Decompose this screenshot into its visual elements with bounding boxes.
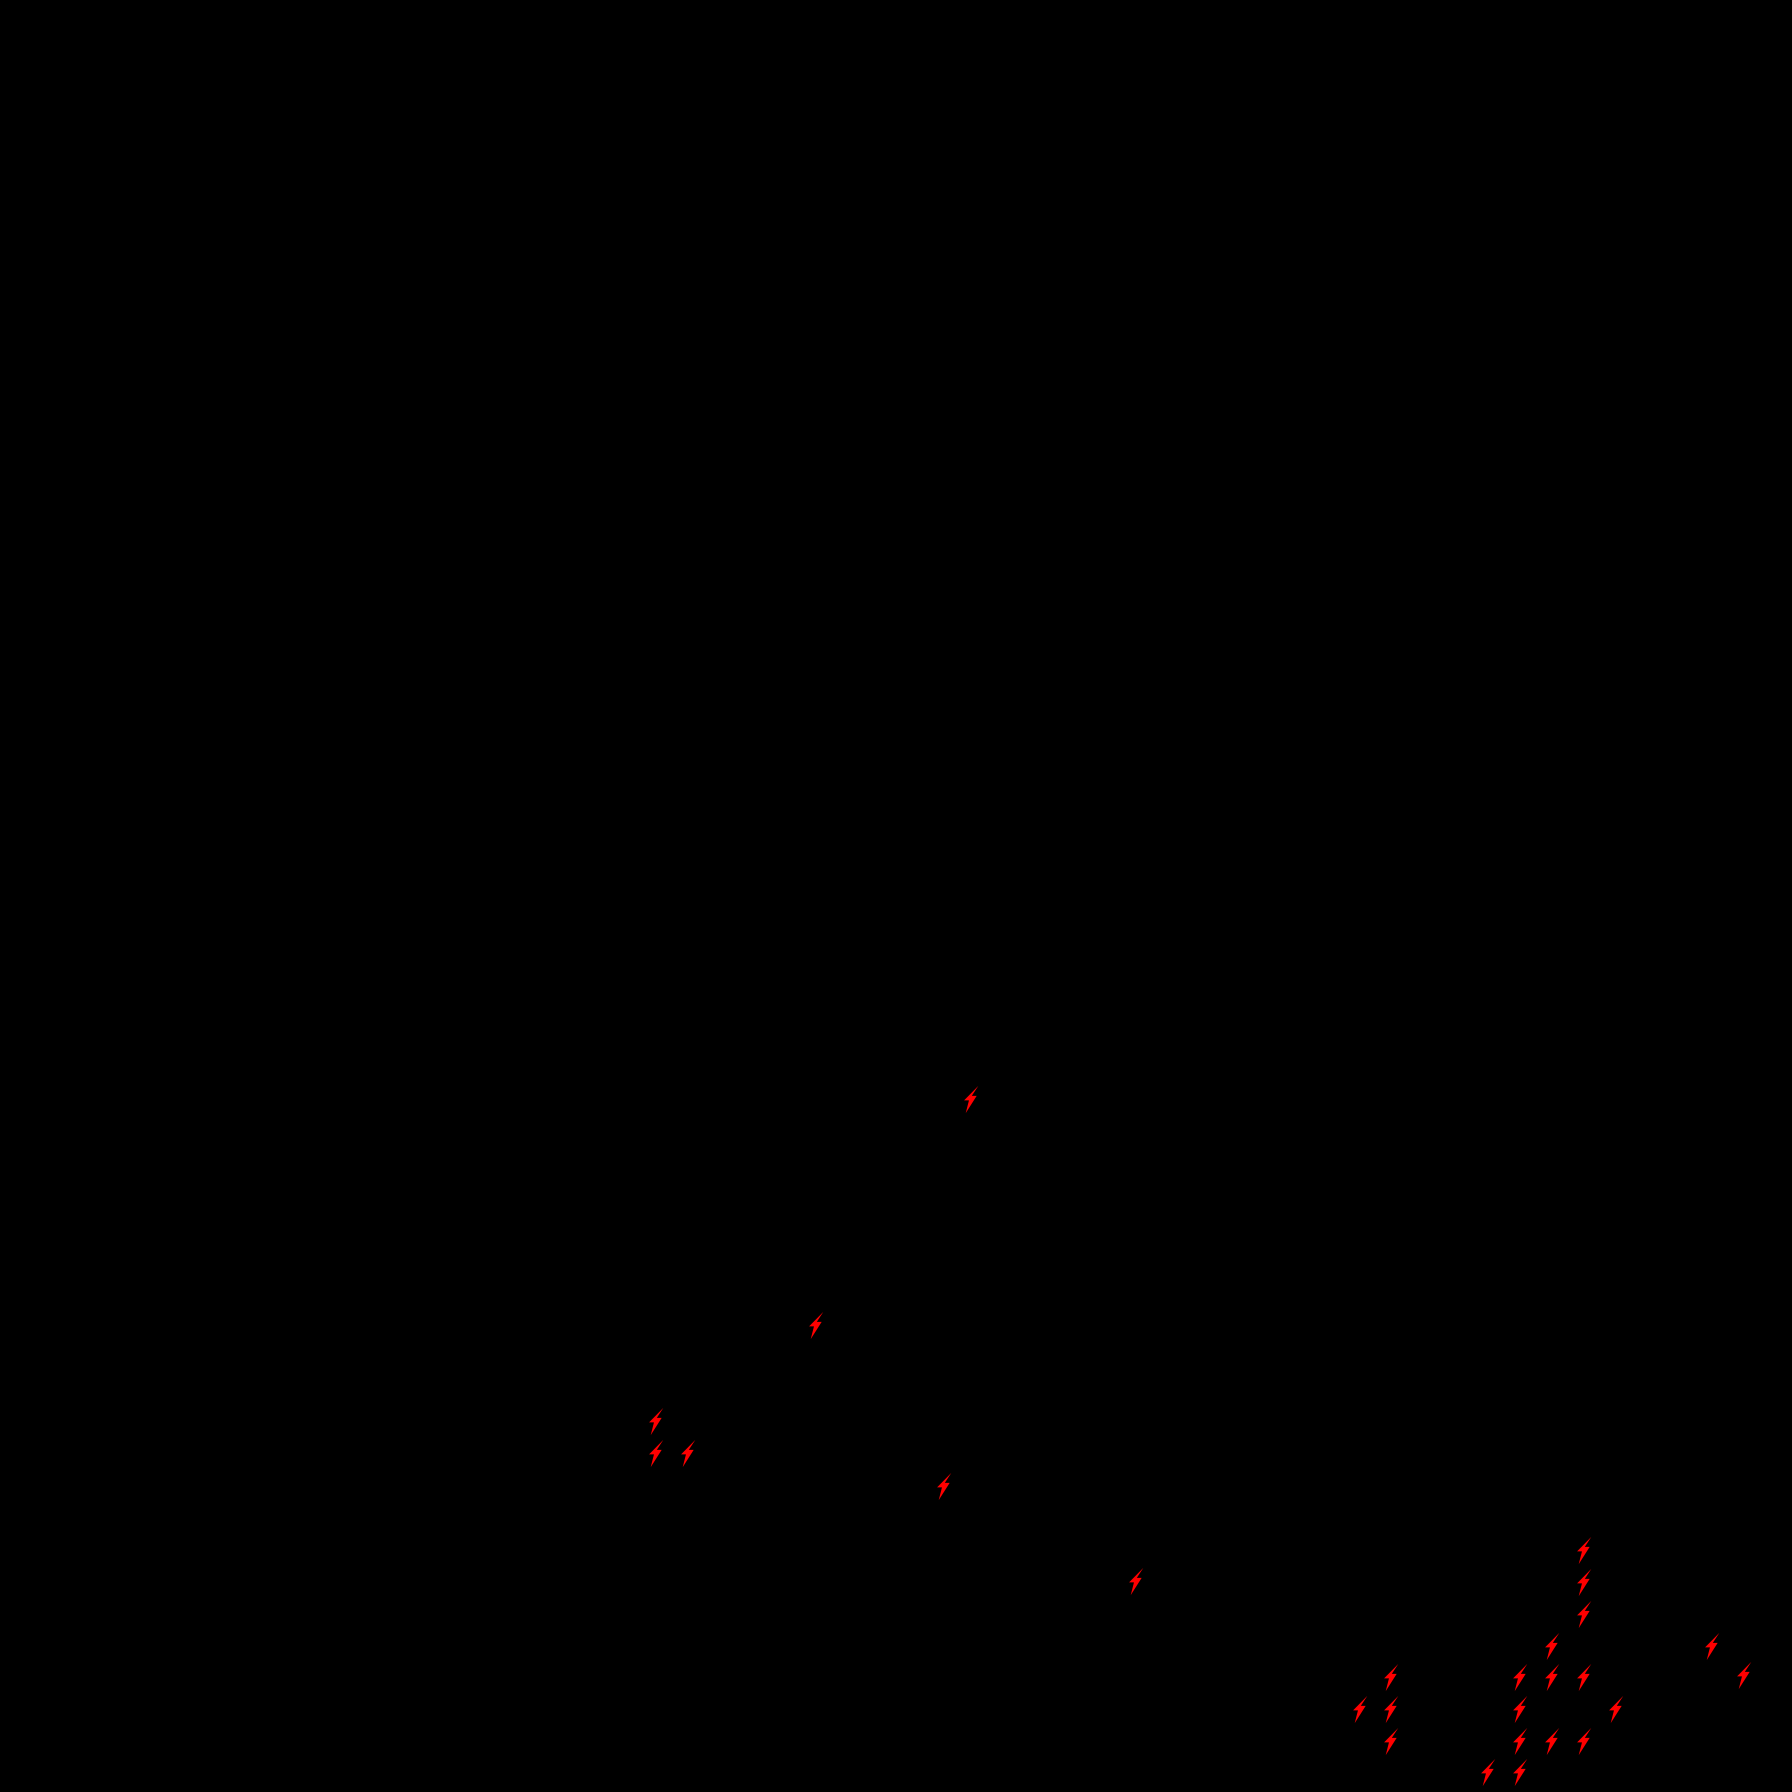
lightning-bolt-icon[interactable] bbox=[1347, 1695, 1373, 1724]
lightning-bolt-icon[interactable] bbox=[803, 1311, 829, 1340]
lightning-bolt-icon[interactable] bbox=[931, 1472, 957, 1501]
lightning-bolt-icon[interactable] bbox=[1507, 1727, 1533, 1756]
lightning-bolt-icon[interactable] bbox=[1571, 1600, 1597, 1629]
lightning-bolt-icon[interactable] bbox=[1571, 1568, 1597, 1597]
lightning-bolt-icon[interactable] bbox=[1731, 1661, 1757, 1690]
lightning-bolt-icon[interactable] bbox=[1699, 1632, 1725, 1661]
lightning-bolt-icon[interactable] bbox=[1571, 1536, 1597, 1565]
lightning-bolt-icon[interactable] bbox=[1539, 1663, 1565, 1692]
lightning-bolt-icon[interactable] bbox=[675, 1439, 701, 1468]
lightning-bolt-icon[interactable] bbox=[1507, 1758, 1533, 1787]
lightning-bolt-icon[interactable] bbox=[1603, 1695, 1629, 1724]
lightning-bolt-icon[interactable] bbox=[643, 1439, 669, 1468]
lightning-bolt-icon[interactable] bbox=[1123, 1567, 1149, 1596]
lightning-bolt-icon[interactable] bbox=[1539, 1727, 1565, 1756]
lightning-bolt-icon[interactable] bbox=[1378, 1727, 1404, 1756]
lightning-bolt-icon[interactable] bbox=[1571, 1727, 1597, 1756]
lightning-bolt-icon[interactable] bbox=[1378, 1663, 1404, 1692]
lightning-bolt-icon[interactable] bbox=[1539, 1632, 1565, 1661]
lightning-bolt-icon[interactable] bbox=[643, 1407, 669, 1436]
lightning-bolt-icon[interactable] bbox=[958, 1085, 984, 1114]
lightning-bolt-icon[interactable] bbox=[1507, 1663, 1533, 1692]
lightning-bolt-icon[interactable] bbox=[1378, 1695, 1404, 1724]
lightning-bolt-icon[interactable] bbox=[1475, 1758, 1501, 1787]
lightning-bolt-icon[interactable] bbox=[1507, 1695, 1533, 1724]
lightning-bolt-icon[interactable] bbox=[1571, 1663, 1597, 1692]
